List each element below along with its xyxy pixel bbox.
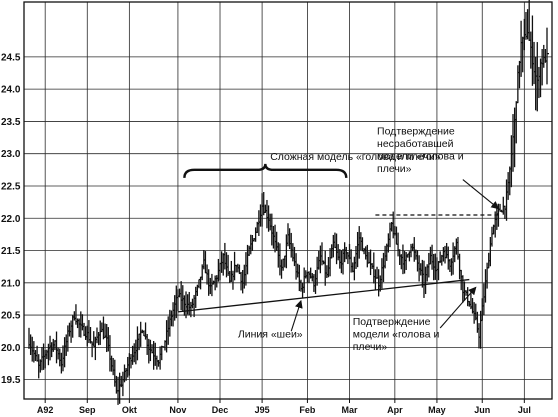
annotation-text: Подтверждение модели «голова и плечи» [353, 316, 440, 353]
annotation-text: Подтверждение несработавшей модели «голова… [377, 125, 464, 175]
y-tick-label: 22.5 [1, 181, 21, 192]
chart-grid [24, 2, 552, 399]
annotation-line: Линия «шеи» [238, 329, 303, 341]
price-bars [28, 0, 549, 405]
x-tick-label: Dec [212, 405, 229, 415]
x-tick-label: Jun [474, 405, 490, 415]
x-tick-label: J95 [255, 405, 270, 415]
plot-frame [23, 1, 553, 400]
annotation-line: несработавшей [377, 138, 454, 150]
y-tick-label: 24.0 [1, 85, 21, 96]
x-tick-label: Apr [387, 405, 403, 415]
x-tick-label: Feb [299, 405, 316, 415]
annotation-line: Подтверждение [377, 125, 455, 137]
annotation-text: Сложная модель «голова и плечи» [270, 151, 441, 163]
y-tick-label: 22.0 [1, 214, 21, 225]
x-tick-label: A92 [37, 405, 54, 415]
x-tick-label: Sep [79, 405, 96, 415]
y-tick-label: 23.0 [1, 149, 21, 160]
y-tick-label: 21.5 [1, 246, 21, 257]
annotation-line: модели «голова и [353, 328, 440, 340]
x-tick-label: Nov [169, 405, 186, 415]
trend-lines [177, 214, 499, 313]
annotations: Сложная модель «голова и плечи»Подтвержд… [183, 125, 500, 353]
y-tick-label: 24.5 [1, 52, 21, 63]
annotation-arrow [462, 179, 500, 210]
annotation-line: плечи» [353, 341, 388, 353]
annotation-line: модели «голова и [377, 150, 464, 162]
y-tick-label: 23.5 [1, 117, 21, 128]
y-tick-label: 20.5 [1, 311, 21, 322]
annotation-arrow [290, 299, 303, 332]
y-tick-label: 20.0 [1, 343, 21, 354]
pattern-brace [183, 163, 348, 178]
annotation-line: Подтверждение [353, 316, 431, 328]
annotation-line: Сложная модель «голова и плечи» [270, 151, 441, 163]
annotation-arrow [439, 286, 477, 329]
x-tick-label: Mar [342, 405, 359, 415]
axis-labels: 19.5 20.0 20.5 21.0 21.5 22.0 22.5 23.0 23.5 24.0… [1, 52, 531, 415]
annotation-line: плечи» [377, 163, 412, 175]
x-tick-label: Okt [122, 405, 137, 415]
y-tick-label: 19.5 [1, 375, 21, 386]
x-tick-label: Jul [518, 405, 531, 415]
neckline [177, 278, 470, 313]
annotation-text: Линия «шеи» [238, 329, 303, 341]
y-tick-label: 21.0 [1, 278, 21, 289]
x-tick-label: May [428, 405, 446, 415]
